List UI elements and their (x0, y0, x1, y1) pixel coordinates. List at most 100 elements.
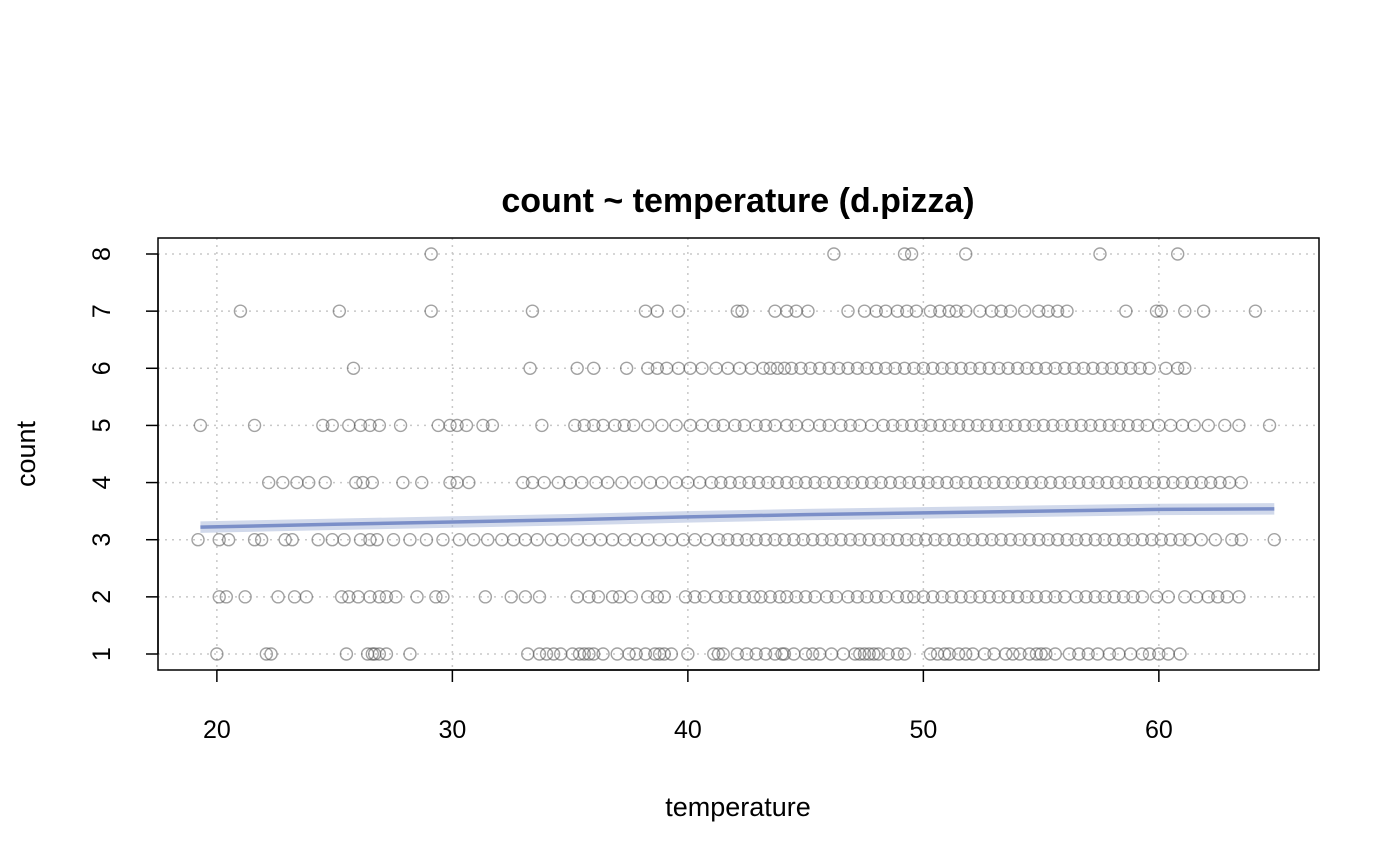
data-point (987, 475, 1001, 490)
data-point (586, 361, 601, 375)
data-point (325, 533, 339, 547)
data-point (1029, 361, 1044, 375)
data-point (992, 361, 1006, 375)
data-point (596, 647, 610, 661)
data-point (556, 533, 570, 547)
data-point (619, 361, 634, 375)
x-tick-label: 60 (1145, 716, 1173, 744)
data-point (386, 533, 401, 547)
data-point (365, 475, 380, 490)
data-point (933, 304, 947, 318)
data-point (1043, 475, 1058, 490)
data-point (777, 533, 792, 547)
data-point (707, 647, 721, 661)
data-point (911, 475, 926, 490)
data-point (1135, 533, 1150, 547)
data-point (992, 590, 1006, 604)
x-tick-label: 50 (909, 716, 937, 744)
data-point (1107, 590, 1121, 604)
data-point (902, 475, 916, 490)
data-point (930, 475, 945, 490)
data-point (963, 361, 978, 375)
data-point (622, 647, 636, 661)
data-point (1267, 533, 1281, 547)
data-point (591, 590, 606, 604)
data-point (937, 647, 952, 661)
data-point (396, 475, 410, 490)
data-point (749, 647, 763, 661)
data-point (436, 533, 450, 547)
data-point (629, 647, 643, 661)
data-point (641, 361, 655, 375)
data-point (379, 647, 394, 661)
data-point (318, 475, 332, 490)
data-point (429, 590, 443, 604)
data-point (570, 361, 584, 375)
data-point (1086, 361, 1100, 375)
data-point (959, 304, 973, 318)
data-point (834, 418, 848, 433)
data-point (937, 533, 952, 547)
data-point (419, 533, 434, 547)
data-point (763, 590, 777, 604)
data-point (1088, 533, 1102, 547)
data-point (1093, 247, 1107, 261)
data-point (796, 533, 810, 547)
data-point (641, 533, 655, 547)
data-point (824, 533, 839, 547)
data-point (846, 475, 860, 490)
data-point (890, 590, 905, 604)
y-tick-label: 2 (88, 590, 116, 604)
data-point (582, 647, 596, 661)
data-point (247, 418, 262, 433)
data-point (1065, 418, 1079, 433)
data-point (704, 475, 719, 490)
data-point (695, 361, 709, 375)
chart-title: count ~ temperature (d.pizza) (501, 182, 974, 220)
data-point (780, 590, 794, 604)
data-point (829, 590, 843, 604)
data-point (1156, 475, 1171, 490)
data-point (641, 590, 655, 604)
data-point (1234, 475, 1248, 490)
data-point (944, 590, 959, 604)
data-point (1133, 361, 1147, 375)
data-point (787, 533, 801, 547)
data-point (780, 304, 794, 318)
data-point (751, 475, 766, 490)
data-point (629, 475, 643, 490)
data-point (732, 475, 747, 490)
data-point (930, 647, 945, 661)
data-point (747, 590, 761, 604)
data-point (1135, 647, 1150, 661)
data-point (302, 475, 316, 490)
data-point (984, 304, 999, 318)
data-point (1152, 647, 1166, 661)
data-point (1119, 475, 1133, 490)
data-point (478, 590, 493, 604)
data-point (878, 304, 893, 318)
data-point (504, 590, 518, 604)
data-point (608, 418, 622, 433)
data-point (770, 475, 785, 490)
data-point (989, 418, 1004, 433)
data-point (617, 418, 631, 433)
data-point (1196, 304, 1211, 318)
data-point (1142, 361, 1157, 375)
data-point (450, 418, 464, 433)
data-point (1074, 418, 1088, 433)
data-point (264, 647, 278, 661)
data-point (1003, 304, 1018, 318)
data-point (1121, 418, 1135, 433)
data-point (923, 647, 938, 661)
data-point (624, 590, 639, 604)
data-point (650, 361, 664, 375)
data-point (1107, 533, 1121, 547)
data-point (730, 533, 745, 547)
data-point (1126, 533, 1140, 547)
data-point (831, 361, 846, 375)
data-point (869, 590, 883, 604)
data-point (523, 361, 537, 375)
y-axis: 1 2 3 4 5 6 7 8 (88, 247, 159, 661)
data-point (871, 533, 886, 547)
